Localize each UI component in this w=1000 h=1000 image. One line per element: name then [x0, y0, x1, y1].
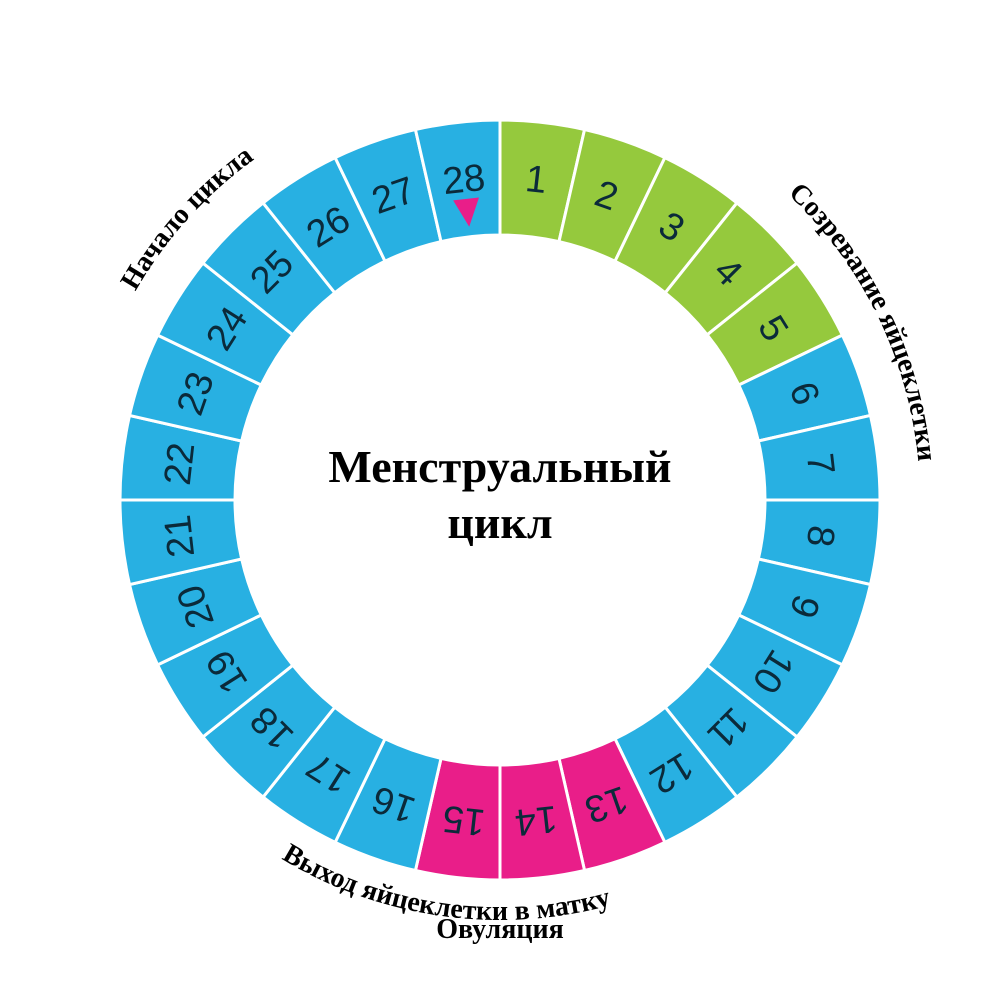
day-number-21: 21	[157, 513, 203, 560]
day-number-14: 14	[513, 797, 560, 843]
center-title-line1: Менструальный	[328, 441, 671, 492]
day-number-28: 28	[441, 157, 488, 203]
day-number-15: 15	[441, 797, 488, 843]
day-number-22: 22	[157, 441, 203, 488]
cycle-diagram: 1234567891011121314151617181920212223242…	[0, 0, 1000, 1000]
center-title-line2: цикл	[447, 497, 552, 548]
